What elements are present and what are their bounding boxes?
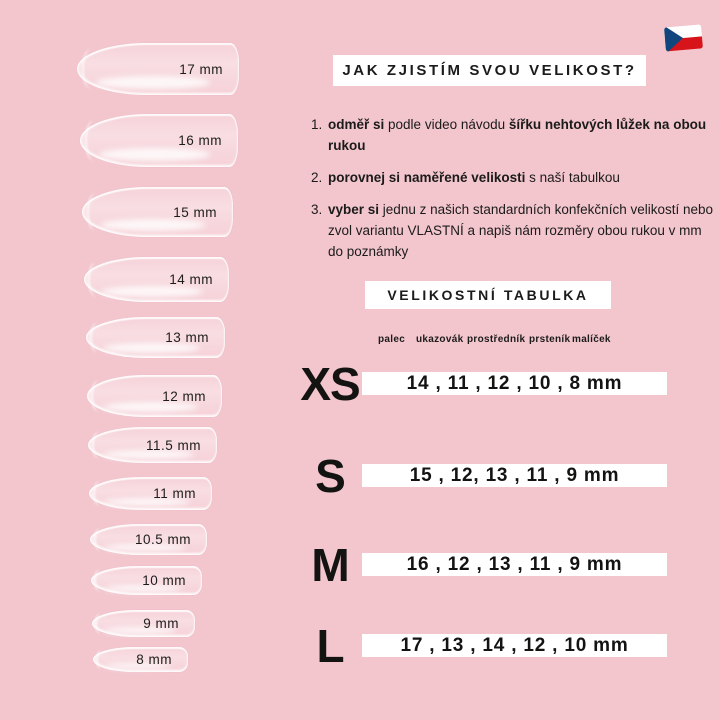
size-label-xs: XS xyxy=(300,358,360,410)
size-values-m: 16 , 12 , 13 , 11 , 9 mm xyxy=(362,553,667,576)
nail-size-label: 15 mm xyxy=(173,204,217,220)
nail-size-label: 17 mm xyxy=(179,61,223,77)
nail-size-label: 14 mm xyxy=(169,272,213,287)
nail-size-label: 12 mm xyxy=(162,388,206,404)
column-label-pinky: malíček xyxy=(572,334,611,345)
czech-flag-icon xyxy=(660,21,706,55)
nail-size-label: 13 mm xyxy=(165,330,209,345)
size-values-s: 15 , 12, 13 , 11 , 9 mm xyxy=(362,464,667,487)
nail-tip: 9 mm xyxy=(92,610,195,637)
size-label-l: L xyxy=(316,620,344,672)
size-values-l: 17 , 13 , 14 , 12 , 10 mm xyxy=(362,634,667,657)
nail-tip: 10.5 mm xyxy=(90,524,207,555)
size-label-s: S xyxy=(315,450,346,502)
nail-size-label: 11.5 mm xyxy=(145,437,201,453)
nail-size-label: 8 mm xyxy=(136,652,172,667)
nail-tip: 8 mm xyxy=(93,647,188,672)
instruction-step-2: 2. porovnej si naměřené velikosti s naší… xyxy=(311,167,717,188)
instructions-list: 1. odměř si podle video návodu šířku neh… xyxy=(311,114,717,273)
size-table-title-box: VELIKOSTNÍ TABULKA xyxy=(365,281,611,309)
nail-size-label: 9 mm xyxy=(143,616,179,631)
step-text: porovnej si naměřené velikosti s naší ta… xyxy=(328,170,620,185)
size-label-m: M xyxy=(311,539,349,591)
nail-tip: 12 mm xyxy=(87,375,222,417)
column-label-middle: prostředník xyxy=(467,334,526,345)
instruction-step-3: 3. vyber si jednu z našich standardních … xyxy=(311,199,717,262)
step-number: 2. xyxy=(311,170,323,185)
step-text: vyber si jednu z našich standardních kon… xyxy=(328,202,717,259)
column-label-index: ukazovák xyxy=(416,334,464,345)
nail-tip: 15 mm xyxy=(82,187,233,237)
instruction-step-1: 1. odměř si podle video návodu šířku neh… xyxy=(311,114,717,156)
nail-tip: 11.5 mm xyxy=(88,427,217,463)
step-number: 3. xyxy=(311,202,323,217)
nail-size-label: 10 mm xyxy=(142,573,186,588)
nail-tip: 13 mm xyxy=(86,317,225,358)
nail-tip: 10 mm xyxy=(91,566,202,595)
nail-tip: 14 mm xyxy=(84,257,229,302)
page-title-box: JAK ZJISTÍM SVOU VELIKOST? xyxy=(333,55,646,86)
size-values-xs: 14 , 11 , 12 , 10 , 8 mm xyxy=(362,372,667,395)
step-number: 1. xyxy=(311,117,323,132)
nail-tip: 11 mm xyxy=(89,477,212,510)
nail-size-label: 11 mm xyxy=(153,486,196,501)
nail-size-label: 10.5 mm xyxy=(134,532,191,547)
nail-tip: 16 mm xyxy=(80,114,238,167)
column-label-ring: prsteník xyxy=(529,334,571,345)
nail-tip: 17 mm xyxy=(77,43,239,95)
column-label-thumb: palec xyxy=(378,334,406,345)
step-text: odměř si podle video návodu šířku nehtov… xyxy=(328,117,710,153)
size-table-title: VELIKOSTNÍ TABULKA xyxy=(387,287,589,303)
page-title: JAK ZJISTÍM SVOU VELIKOST? xyxy=(342,62,637,79)
nail-size-label: 16 mm xyxy=(178,133,222,148)
